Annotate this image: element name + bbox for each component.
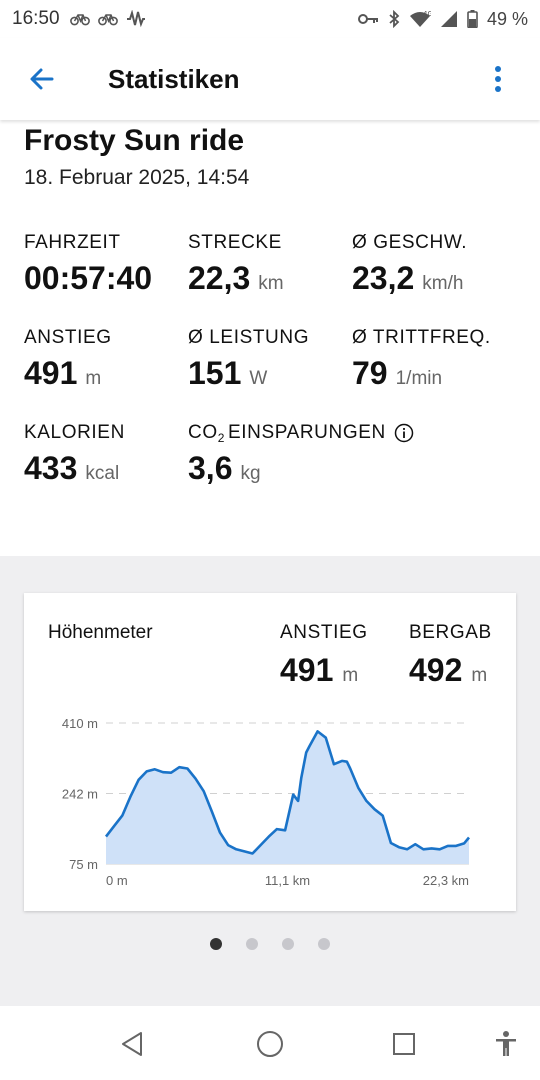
descent-value: 492 — [409, 652, 463, 688]
bluetooth-icon — [389, 10, 400, 28]
stat-value: 23,2 — [352, 260, 415, 296]
elevation-card-title: Höhenmeter — [48, 622, 153, 643]
battery-icon — [467, 10, 478, 28]
arrow-back-icon — [30, 68, 54, 90]
stat-ascent: ANSTIEG 491 m — [24, 327, 188, 392]
info-icon[interactable] — [394, 423, 414, 443]
system-nav-bar — [0, 1006, 540, 1080]
stat-ride-time: FAHRZEIT 00:57:40 — [24, 232, 188, 297]
stat-label: KALORIEN — [24, 422, 125, 443]
nav-recents-button[interactable] — [384, 1024, 424, 1064]
page-dot[interactable] — [282, 938, 294, 950]
y-tick-label: 242 m — [62, 787, 98, 802]
ascent-value: 491 — [280, 652, 334, 688]
chart-pager-section[interactable]: Höhenmeter ANSTIEG 491 m BERGAB 492 m 410 … — [0, 556, 540, 1006]
page-indicator — [0, 938, 540, 950]
signal-icon — [440, 11, 457, 27]
more-vert-icon — [495, 66, 501, 92]
page-title: Statistiken — [108, 63, 240, 94]
battery-percent: 49 % — [486, 8, 528, 29]
x-tick-label: 22,3 km — [423, 873, 469, 888]
app-bar: Statistiken — [0, 38, 540, 120]
stat-value: 151 — [188, 355, 242, 391]
stat-label: Ø LEISTUNG — [188, 327, 310, 348]
nav-back-button[interactable] — [112, 1024, 152, 1064]
elevation-ascent: ANSTIEG 491 m — [280, 622, 368, 689]
stat-calories: KALORIEN 433 kcal — [24, 422, 188, 487]
descent-label: BERGAB — [409, 622, 492, 643]
y-tick-label: 410 m — [62, 716, 98, 731]
stat-value: 22,3 — [188, 260, 251, 296]
stat-value: 79 — [352, 355, 388, 391]
back-button[interactable] — [0, 38, 84, 120]
nav-accessibility-button[interactable] — [486, 1024, 526, 1064]
wifi-icon: 4G — [409, 10, 431, 27]
ride-date: 18. Februar 2025, 14:54 — [24, 166, 250, 189]
stat-unit: 1/min — [395, 368, 443, 389]
stat-value: 433 — [24, 450, 78, 486]
stat-label: STRECKE — [188, 232, 282, 253]
stat-avg-power: Ø LEISTUNG 151 W — [188, 327, 352, 392]
key-icon — [357, 14, 378, 24]
bike-icon — [97, 14, 118, 26]
page-dot[interactable] — [246, 938, 258, 950]
network-label: 4G — [423, 10, 431, 18]
co2-label-sub: 2 — [217, 431, 225, 445]
status-bar: 16:50 4G 49 % — [0, 0, 540, 38]
stat-unit: km/h — [422, 273, 464, 294]
stat-label: Ø GESCHW. — [352, 232, 468, 253]
ride-title: Frosty Sun ride — [24, 124, 245, 157]
stat-distance: STRECKE 22,3 km — [188, 232, 352, 297]
page-dot[interactable] — [210, 938, 222, 950]
y-tick-label: 75 m — [69, 857, 98, 872]
elevation-descent: BERGAB 492 m — [409, 622, 492, 689]
stat-avg-cadence: Ø TRITTFREQ. 79 1/min — [352, 327, 524, 392]
home-nav-icon — [257, 1031, 283, 1057]
stat-avg-speed: Ø GESCHW. 23,2 km/h — [352, 232, 524, 297]
stat-unit: km — [258, 273, 284, 294]
stat-label: ANSTIEG — [24, 327, 112, 348]
page-dot[interactable] — [318, 938, 330, 950]
stat-label: FAHRZEIT — [24, 232, 121, 253]
co2-label-prefix: CO — [188, 422, 218, 443]
x-tick-label: 11,1 km — [265, 873, 310, 888]
stat-co2-savings: CO 2 EINSPARUNGEN 3,6 kg — [188, 422, 414, 487]
stat-value: 491 — [24, 355, 78, 391]
stat-unit: W — [249, 368, 268, 389]
ascent-label: ANSTIEG — [280, 622, 368, 643]
stat-value: 00:57:40 — [24, 260, 153, 296]
co2-label-suffix: EINSPARUNGEN — [227, 422, 386, 443]
nav-home-button[interactable] — [250, 1024, 290, 1064]
ride-header: Frosty Sun ride 18. Februar 2025, 14:54 — [24, 124, 249, 190]
accessibility-icon — [496, 1031, 516, 1056]
stat-unit: kcal — [85, 463, 120, 484]
x-tick-label: 0 m — [106, 873, 128, 888]
elevation-card: Höhenmeter ANSTIEG 491 m BERGAB 492 m 410 … — [24, 593, 516, 911]
elevation-chart: 410 m 242 m 75 m 0 m 11,1 km 22,3 km — [62, 716, 471, 888]
bike-icon — [69, 14, 90, 26]
back-nav-icon — [122, 1032, 142, 1056]
ascent-unit: m — [342, 665, 359, 686]
stat-unit: kg — [240, 463, 261, 484]
recents-nav-icon — [393, 1033, 415, 1055]
stat-value: 3,6 — [188, 450, 233, 486]
activity-icon — [126, 10, 145, 28]
descent-unit: m — [471, 665, 488, 686]
elevation-line — [104, 730, 471, 855]
elevation-area — [106, 731, 469, 864]
status-time: 16:50 — [12, 8, 60, 29]
more-options-button[interactable] — [456, 38, 540, 120]
stats-grid: FAHRZEIT 00:57:40 STRECKE 22,3 km Ø GESCH… — [24, 232, 524, 487]
stat-unit: m — [85, 368, 102, 389]
stat-label: CO 2 EINSPARUNGEN — [188, 422, 414, 445]
stat-label: Ø TRITTFREQ. — [352, 327, 491, 348]
